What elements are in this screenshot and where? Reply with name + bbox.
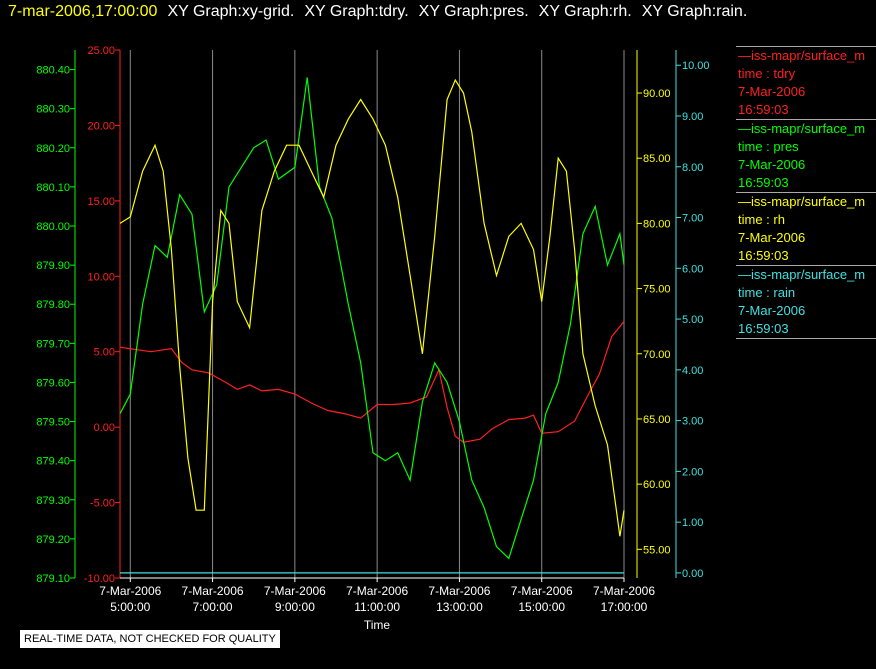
legend-variable: time : pres	[738, 139, 799, 154]
pres-tick-label: 879.60	[36, 377, 70, 389]
quality-notice: REAL-TIME DATA, NOT CHECKED FOR QUALITY	[20, 630, 280, 648]
pres-tick-label: 879.80	[36, 299, 70, 311]
rain-tick-label: 10.00	[682, 60, 710, 72]
legend-item-rain[interactable]: —iss-mapr/surface_m time : rain 7-Mar-20…	[736, 265, 876, 339]
rain-tick-label: 7.00	[682, 213, 703, 225]
x-tick-label-date: 7-Mar-2006	[99, 584, 161, 598]
x-tick-label-time: 5:00:00	[110, 600, 150, 614]
x-tick-label-date: 7-Mar-2006	[264, 584, 326, 598]
pres-tick-label: 879.20	[36, 534, 70, 546]
legend-item-tdry[interactable]: —iss-mapr/surface_m time : tdry 7-Mar-20…	[736, 46, 876, 119]
legend-time: 16:59:03	[738, 102, 789, 117]
tdry-tick-label: 5.00	[94, 347, 115, 359]
legend-time: 16:59:03	[738, 175, 789, 190]
legend-source: —iss-mapr/surface_m	[738, 267, 866, 282]
rain-tick-label: 2.00	[682, 466, 703, 478]
header-timestamp: 7-mar-2006,17:00:00	[8, 3, 158, 20]
legend-date: 7-Mar-2006	[738, 157, 806, 172]
pres-tick-label: 879.30	[36, 495, 70, 507]
rain-tick-label: 6.00	[682, 263, 703, 275]
rh-tick-label: 75.00	[643, 284, 671, 296]
legend-variable: time : rh	[738, 212, 785, 227]
legend: —iss-mapr/surface_m time : tdry 7-Mar-20…	[736, 46, 876, 339]
rain-tick-label: 0.00	[682, 568, 703, 580]
pres-tick-label: 879.40	[36, 456, 70, 468]
x-tick-label-date: 7-Mar-2006	[346, 584, 408, 598]
pres-tick-label: 880.20	[36, 143, 70, 155]
tdry-tick-label: 0.00	[94, 422, 115, 434]
tdry-tick-label: -5.00	[90, 498, 115, 510]
header-bar: 7-mar-2006,17:00:00 XY Graph:xy-grid. XY G…	[8, 3, 757, 21]
x-tick-label-date: 7-Mar-2006	[182, 584, 244, 598]
header-graph-rain: XY Graph:rain.	[641, 3, 748, 20]
pres-tick-label: 879.50	[36, 417, 70, 429]
legend-date: 7-Mar-2006	[738, 303, 806, 318]
legend-item-pres[interactable]: —iss-mapr/surface_m time : pres 7-Mar-20…	[736, 119, 876, 192]
x-tick-label-time: 11:00:00	[354, 600, 400, 614]
legend-source: —iss-mapr/surface_m	[738, 48, 866, 63]
x-tick-label-time: 9:00:00	[275, 600, 315, 614]
pres-tick-label: 880.00	[36, 221, 70, 233]
tdry-tick-label: -10.00	[84, 573, 115, 585]
series-line-rh	[119, 78, 625, 537]
rh-tick-label: 55.00	[643, 544, 671, 556]
x-tick-label-time: 13:00:00	[436, 600, 483, 614]
rain-tick-label: 5.00	[682, 314, 703, 326]
header-graph-rh: XY Graph:rh.	[538, 3, 632, 20]
rh-tick-label: 85.00	[643, 153, 671, 165]
rh-tick-label: 65.00	[643, 414, 671, 426]
x-axis-label: Time	[364, 618, 391, 632]
legend-source: —iss-mapr/surface_m	[738, 194, 866, 209]
legend-variable: time : rain	[738, 285, 796, 300]
legend-time: 16:59:03	[738, 248, 789, 263]
x-tick-label-time: 17:00:00	[601, 600, 648, 614]
rh-tick-label: 80.00	[643, 218, 671, 230]
legend-item-rh[interactable]: —iss-mapr/surface_m time : rh 7-Mar-2006…	[736, 192, 876, 265]
pres-tick-label: 880.40	[36, 65, 70, 77]
pres-tick-label: 880.10	[36, 182, 70, 194]
legend-date: 7-Mar-2006	[738, 84, 806, 99]
header-graph-xy-grid: XY Graph:xy-grid.	[167, 3, 295, 20]
rain-tick-label: 1.00	[682, 517, 703, 529]
rh-tick-label: 60.00	[643, 479, 671, 491]
pres-tick-label: 879.70	[36, 338, 70, 350]
rain-tick-label: 4.00	[682, 365, 703, 377]
x-tick-label-time: 7:00:00	[193, 600, 233, 614]
pres-tick-label: 880.30	[36, 104, 70, 116]
x-tick-label-date: 7-Mar-2006	[428, 584, 490, 598]
rain-tick-label: 3.00	[682, 416, 703, 428]
legend-date: 7-Mar-2006	[738, 230, 806, 245]
rh-tick-label: 90.00	[643, 88, 671, 100]
rain-tick-label: 8.00	[682, 162, 703, 174]
series-line-pres	[119, 77, 625, 560]
tdry-tick-label: 10.00	[87, 271, 115, 283]
header-graph-pres: XY Graph:pres.	[418, 3, 529, 20]
pres-tick-label: 879.10	[36, 573, 70, 585]
x-tick-label-time: 15:00:00	[518, 600, 565, 614]
x-tick-label-date: 7-Mar-2006	[511, 584, 573, 598]
tdry-tick-label: 15.00	[87, 196, 115, 208]
header-graph-tdry: XY Graph:tdry.	[304, 3, 409, 20]
legend-variable: time : tdry	[738, 66, 796, 81]
rh-tick-label: 70.00	[643, 349, 671, 361]
legend-time: 16:59:03	[738, 321, 789, 336]
tdry-tick-label: 25.00	[87, 45, 115, 57]
legend-source: —iss-mapr/surface_m	[738, 121, 866, 136]
tdry-tick-label: 20.00	[87, 120, 115, 132]
pres-tick-label: 879.90	[36, 260, 70, 272]
series-line-tdry	[119, 321, 625, 443]
x-tick-label-date: 7-Mar-2006	[593, 584, 655, 598]
rain-tick-label: 9.00	[682, 111, 703, 123]
